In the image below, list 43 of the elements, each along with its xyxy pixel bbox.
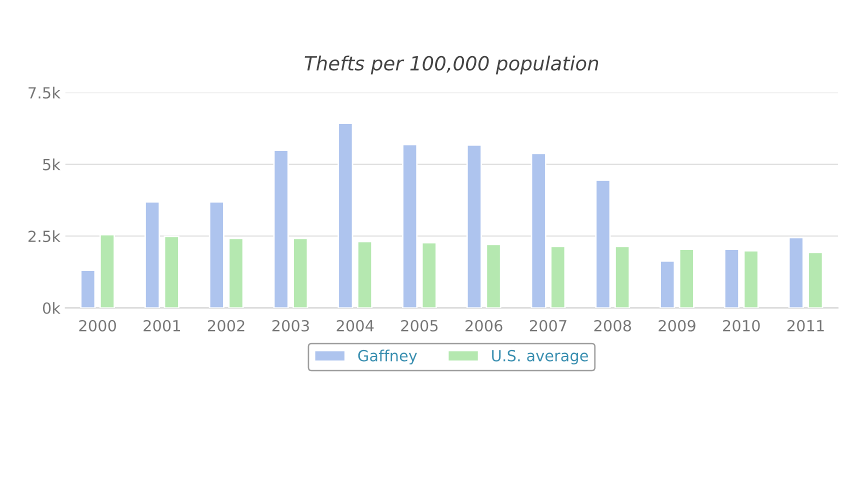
bar — [164, 236, 180, 308]
x-tick-label: 2008 — [594, 320, 632, 332]
bar — [466, 144, 482, 308]
bar — [99, 234, 115, 308]
bar — [808, 252, 824, 308]
bar — [724, 248, 740, 308]
chart-title: Thefts per 100,000 population — [304, 56, 598, 74]
x-tick-label: 2010 — [723, 320, 760, 332]
bar — [550, 246, 566, 308]
y-tick-label: 2.5k — [28, 230, 60, 242]
bar — [228, 238, 244, 308]
x-tick-label: 2001 — [144, 320, 180, 332]
bar — [421, 242, 437, 308]
bar — [530, 152, 546, 308]
y-tick-label: 0k — [42, 302, 60, 314]
x-tick-label: 2004 — [336, 320, 374, 332]
x-tick-label: 2003 — [272, 320, 309, 332]
bar — [144, 201, 160, 308]
bar — [292, 238, 308, 308]
bar — [614, 246, 630, 308]
bar — [486, 244, 502, 308]
bar — [595, 179, 611, 308]
bar — [80, 270, 96, 308]
bar — [743, 250, 759, 308]
bar — [208, 201, 224, 308]
bar — [338, 122, 354, 308]
bar — [660, 260, 676, 308]
x-tick-label: 2005 — [401, 320, 438, 332]
x-tick-label: 2002 — [208, 320, 244, 332]
bar — [678, 248, 694, 308]
x-tick-label: 2006 — [466, 320, 502, 332]
legend-label: U.S. average — [492, 350, 588, 364]
legend-label: Gaffney — [358, 350, 417, 364]
bar — [402, 144, 418, 308]
y-tick-label: 7.5k — [28, 86, 60, 99]
x-tick-label: 2007 — [530, 320, 566, 332]
x-tick-label: 2011 — [787, 320, 824, 332]
x-tick-label: 2000 — [79, 320, 116, 332]
x-tick-label: 2009 — [658, 320, 696, 332]
bar — [788, 236, 804, 308]
y-tick-label: 5k — [43, 158, 60, 170]
bar — [356, 240, 373, 308]
bar — [273, 150, 289, 308]
